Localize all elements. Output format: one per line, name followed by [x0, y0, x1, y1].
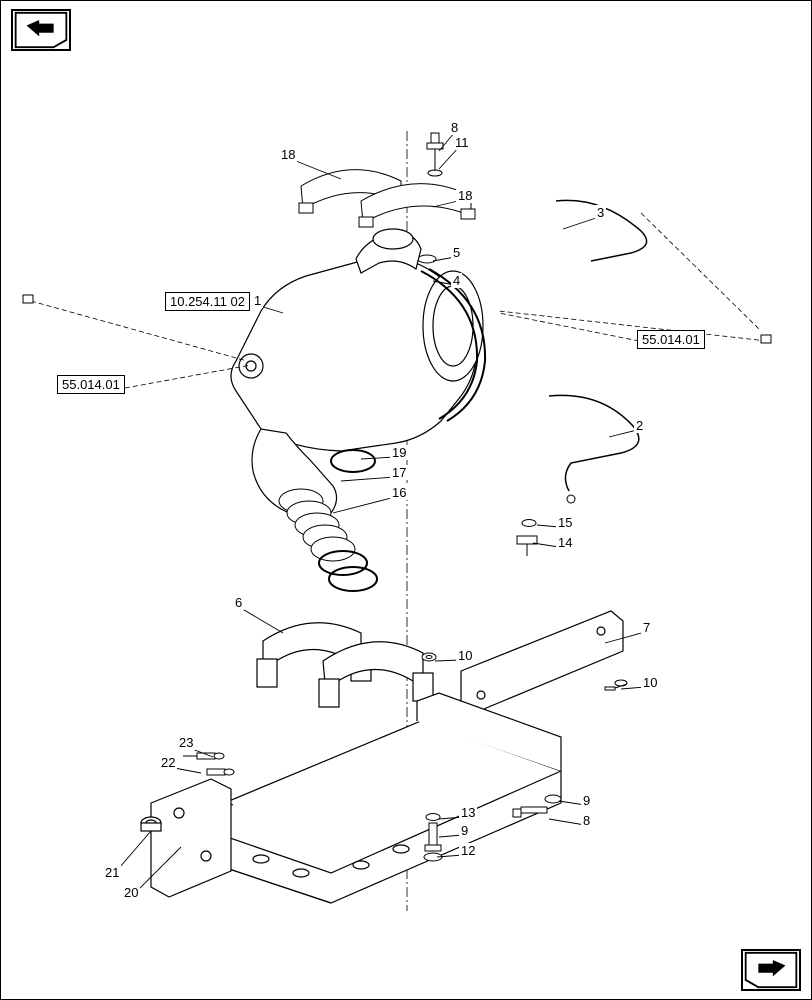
callout-4: 4: [451, 273, 462, 288]
callout-16: 16: [390, 485, 408, 500]
callout-20: 20: [122, 885, 140, 900]
callout-10b: 10: [641, 675, 659, 690]
xref-10-254-11-02: 10.254.11 02: [165, 292, 250, 311]
callout-10a: 10: [456, 648, 474, 663]
callout-8b: 8: [581, 813, 592, 828]
diagram-canvas: 18 8 11 18 3 5 4 1 10.254.11 02 55.014.0…: [0, 0, 812, 1000]
callout-7: 7: [641, 620, 652, 635]
callout-17: 17: [390, 465, 408, 480]
callout-6: 6: [233, 595, 244, 610]
xref-55-014-01-left: 55.014.01: [57, 375, 125, 394]
callout-19: 19: [390, 445, 408, 460]
callout-15: 15: [556, 515, 574, 530]
callout-5: 5: [451, 245, 462, 260]
callout-8a: 8: [449, 120, 460, 135]
callout-18b: 18: [456, 188, 474, 203]
callout-13: 13: [459, 805, 477, 820]
callout-18a: 18: [279, 147, 297, 162]
callout-1: 1: [252, 293, 263, 308]
callout-12: 12: [459, 843, 477, 858]
callout-14: 14: [556, 535, 574, 550]
parts-drawing: [1, 1, 812, 1000]
callout-23: 23: [177, 735, 195, 750]
callout-2: 2: [634, 418, 645, 433]
callout-11: 11: [453, 135, 471, 150]
callout-3: 3: [595, 205, 606, 220]
callout-9a: 9: [459, 823, 470, 838]
xref-55-014-01-right: 55.014.01: [637, 330, 705, 349]
callout-9b: 9: [581, 793, 592, 808]
callout-21: 21: [103, 865, 121, 880]
callout-22: 22: [159, 755, 177, 770]
